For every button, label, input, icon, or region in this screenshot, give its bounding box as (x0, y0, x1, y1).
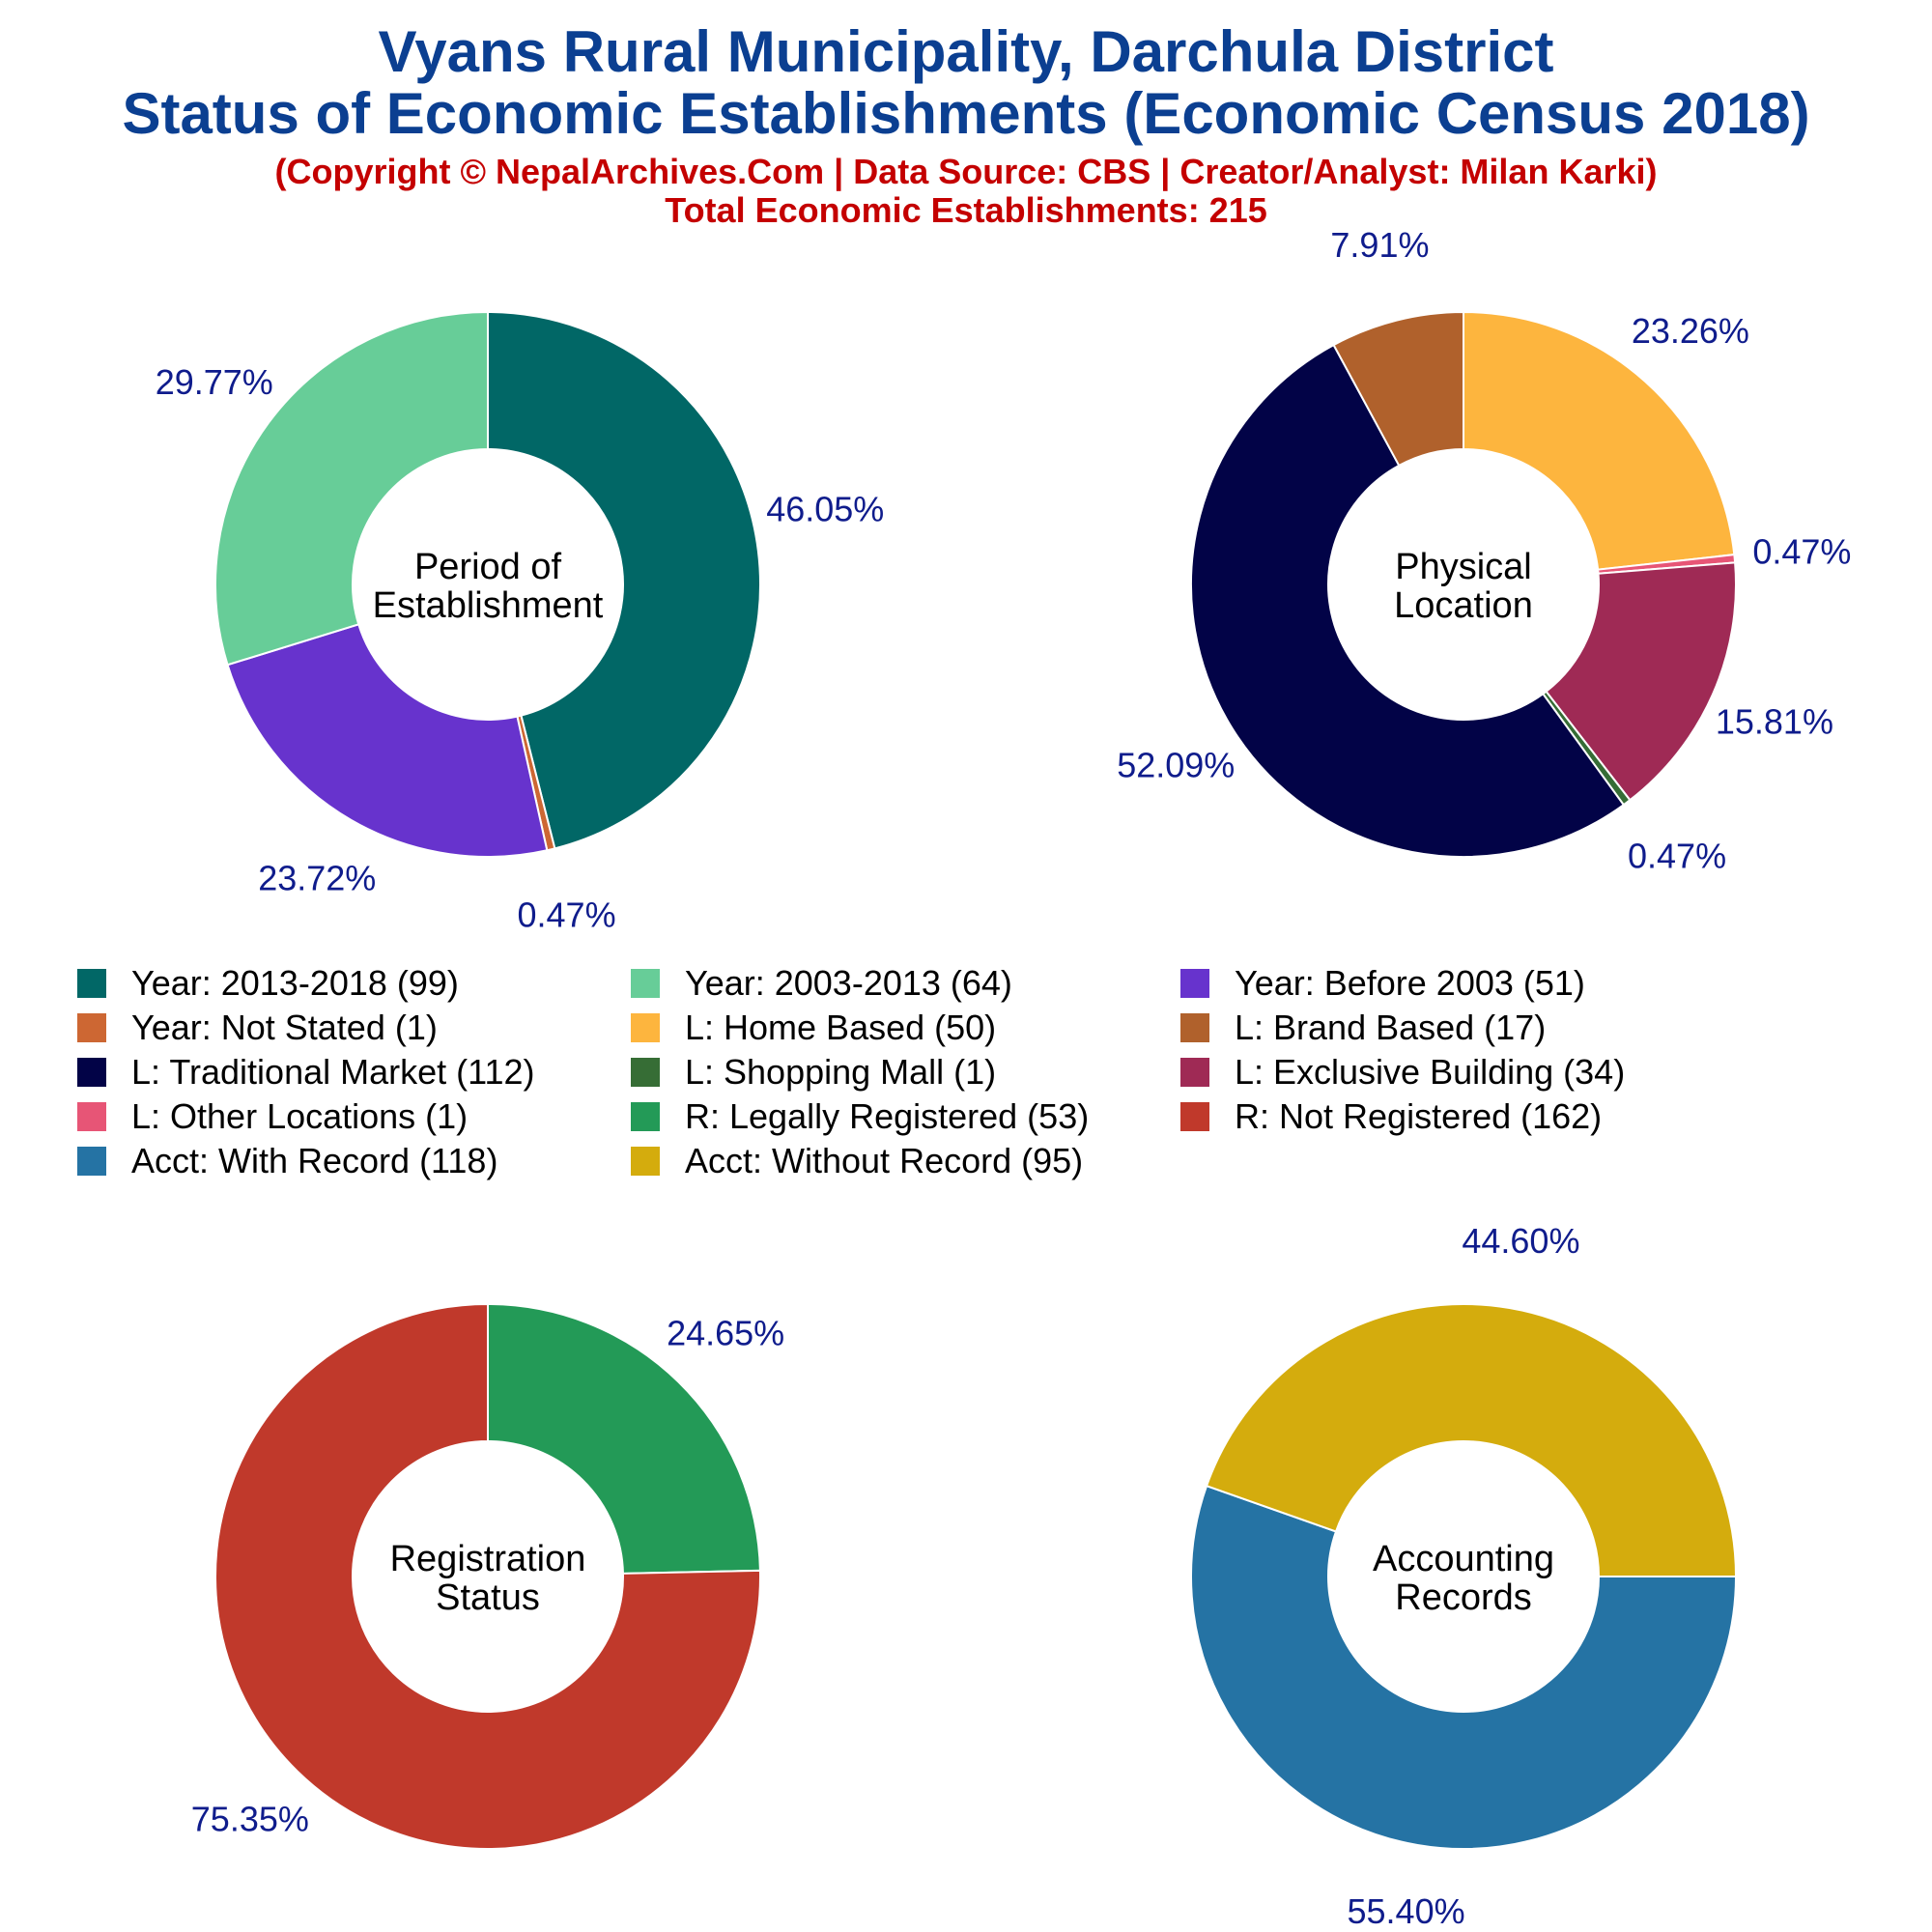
legend-label: Acct: Without Record (95) (685, 1141, 1084, 1180)
slice-percent-label: 0.47% (1628, 837, 1726, 876)
legend-label: R: Not Registered (162) (1235, 1096, 1603, 1136)
donut-slice (1545, 561, 1737, 802)
donut-center-label: Location (1394, 585, 1533, 626)
chart-title-line1: Vyans Rural Municipality, Darchula Distr… (378, 19, 1554, 84)
legend-item: L: Shopping Mall (1) (631, 1051, 996, 1094)
legend-label: Year: 2013-2018 (99) (131, 963, 459, 1003)
legend-item: L: Other Locations (1) (77, 1095, 468, 1138)
slice-percent-label: 15.81% (1716, 701, 1833, 741)
legend-swatch (77, 1102, 106, 1131)
donut-center-label: Accounting (1373, 1539, 1554, 1579)
donut-center-label: Registration (390, 1539, 586, 1579)
legend-item: L: Home Based (50) (631, 1007, 996, 1049)
slice-percent-label: 46.05% (766, 489, 884, 528)
slice-percent-label: 0.47% (1752, 532, 1851, 572)
legend-label: R: Legally Registered (53) (685, 1096, 1090, 1136)
slice-percent-label: 75.35% (191, 1800, 309, 1839)
legend-swatch (77, 1058, 106, 1087)
total-establishments: Total Economic Establishments: 215 (665, 190, 1267, 230)
legend-label: L: Traditional Market (112) (131, 1052, 535, 1092)
slice-percent-label: 52.09% (1117, 746, 1235, 785)
legend-item: R: Not Registered (162) (1180, 1095, 1602, 1138)
slice-percent-label: 24.65% (667, 1313, 784, 1352)
slice-percent-label: 7.91% (1330, 225, 1429, 265)
legend-swatch (77, 969, 106, 998)
donut-center-label: Establishment (373, 585, 604, 626)
donut-slice (1463, 310, 1736, 571)
donut-slice (214, 310, 489, 667)
legend-item: Year: 2003-2013 (64) (631, 962, 1012, 1005)
donut-slice (487, 310, 761, 850)
legend-swatch (77, 1147, 106, 1176)
donut-center-label: Records (1395, 1577, 1532, 1618)
legend-item: R: Legally Registered (53) (631, 1095, 1089, 1138)
slice-percent-label: 44.60% (1462, 1221, 1579, 1261)
legend-item: L: Brand Based (17) (1180, 1007, 1546, 1049)
legend-item: Year: 2013-2018 (99) (77, 962, 459, 1005)
legend-swatch (1180, 969, 1209, 998)
legend-swatch (1180, 1013, 1209, 1042)
donut-center-label: Status (436, 1577, 540, 1618)
donut-slice (214, 1302, 761, 1850)
slice-percent-label: 29.77% (156, 362, 273, 402)
donut-slice (1205, 1302, 1738, 1577)
slice-percent-label: 23.72% (258, 858, 376, 897)
legend-label: L: Home Based (50) (685, 1008, 997, 1047)
donut-slice (487, 1302, 761, 1575)
legend-label: L: Brand Based (17) (1235, 1008, 1547, 1047)
legend-item: L: Exclusive Building (34) (1180, 1051, 1625, 1094)
legend-swatch (631, 1058, 660, 1087)
chart-title-line2: Status of Economic Establishments (Econo… (122, 81, 1810, 146)
legend-item: Acct: With Record (118) (77, 1140, 497, 1182)
copyright-subtitle: (Copyright © NepalArchives.Com | Data So… (274, 152, 1658, 191)
legend-item: L: Traditional Market (112) (77, 1051, 535, 1094)
slice-percent-label: 23.26% (1632, 311, 1749, 351)
legend-label: Year: Not Stated (1) (131, 1008, 438, 1047)
legend-swatch (1180, 1058, 1209, 1087)
legend-item: Year: Not Stated (1) (77, 1007, 438, 1049)
legend-swatch (77, 1013, 106, 1042)
legend-swatch (1180, 1102, 1209, 1131)
legend-label: L: Other Locations (1) (131, 1096, 469, 1136)
donut-center-label: Physical (1395, 547, 1532, 587)
legend-swatch (631, 1013, 660, 1042)
legend-swatch (631, 969, 660, 998)
legend-swatch (631, 1147, 660, 1176)
slice-percent-label: 55.40% (1348, 1891, 1465, 1931)
donut-slice (1190, 343, 1626, 858)
donut-center-label: Period of (414, 547, 562, 587)
legend-label: Year: 2003-2013 (64) (685, 963, 1012, 1003)
slice-percent-label: 0.47% (518, 895, 616, 934)
legend-swatch (631, 1102, 660, 1131)
legend-label: Acct: With Record (118) (131, 1141, 498, 1180)
legend-label: L: Exclusive Building (34) (1235, 1052, 1626, 1092)
legend-label: Year: Before 2003 (51) (1235, 963, 1585, 1003)
legend-label: L: Shopping Mall (1) (685, 1052, 997, 1092)
donut-slice (1332, 310, 1464, 468)
donut-slice (226, 623, 549, 858)
legend-item: Year: Before 2003 (51) (1180, 962, 1585, 1005)
legend-item: Acct: Without Record (95) (631, 1140, 1083, 1182)
